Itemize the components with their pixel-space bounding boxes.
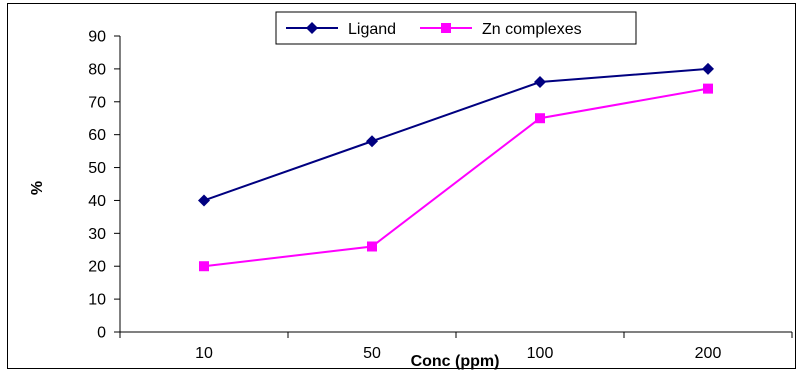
legend-label: Ligand (348, 21, 396, 38)
legend-marker (441, 23, 451, 33)
x-tick-label: 50 (363, 345, 381, 362)
y-tick-label: 50 (88, 160, 106, 177)
legend-item-zn-complexes: Zn complexes (420, 21, 582, 38)
data-point (366, 135, 378, 148)
data-point (534, 76, 546, 89)
data-point (535, 113, 545, 124)
series-layer (198, 62, 714, 272)
legend-label: Zn complexes (482, 21, 582, 38)
series-line (203, 87, 709, 268)
series-line (203, 67, 709, 202)
x-axis-title: Conc (ppm) (411, 353, 500, 370)
x-axis: 10 50 100 200 (119, 331, 793, 362)
y-tick-label: 0 (97, 325, 106, 342)
y-tick-label: 30 (88, 226, 106, 243)
series-ligand (198, 62, 714, 207)
x-tick-label: 200 (695, 345, 722, 362)
data-point (198, 194, 210, 207)
y-axis: 0 10 20 30 40 50 60 70 80 90 (88, 29, 121, 342)
y-tick-label: 80 (88, 61, 106, 78)
x-tick-label: 100 (527, 345, 554, 362)
data-point (703, 83, 713, 94)
x-tick-label: 10 (195, 345, 213, 362)
data-point (702, 62, 714, 75)
y-tick-label: 90 (88, 29, 106, 46)
data-point (367, 241, 377, 252)
data-point (199, 261, 209, 272)
y-tick-label: 40 (88, 193, 106, 210)
legend-marker (306, 22, 318, 34)
y-tick-label: 10 (88, 292, 106, 309)
y-tick-label: 20 (88, 259, 106, 276)
y-tick-label: 70 (88, 94, 106, 111)
chart-frame (7, 3, 796, 369)
legend: Ligand Zn complexes (275, 11, 637, 45)
series-zn-complexes (199, 83, 713, 272)
y-tick-label: 60 (88, 127, 106, 144)
legend-item-ligand: Ligand (286, 21, 396, 38)
y-axis-title: % (29, 181, 46, 195)
